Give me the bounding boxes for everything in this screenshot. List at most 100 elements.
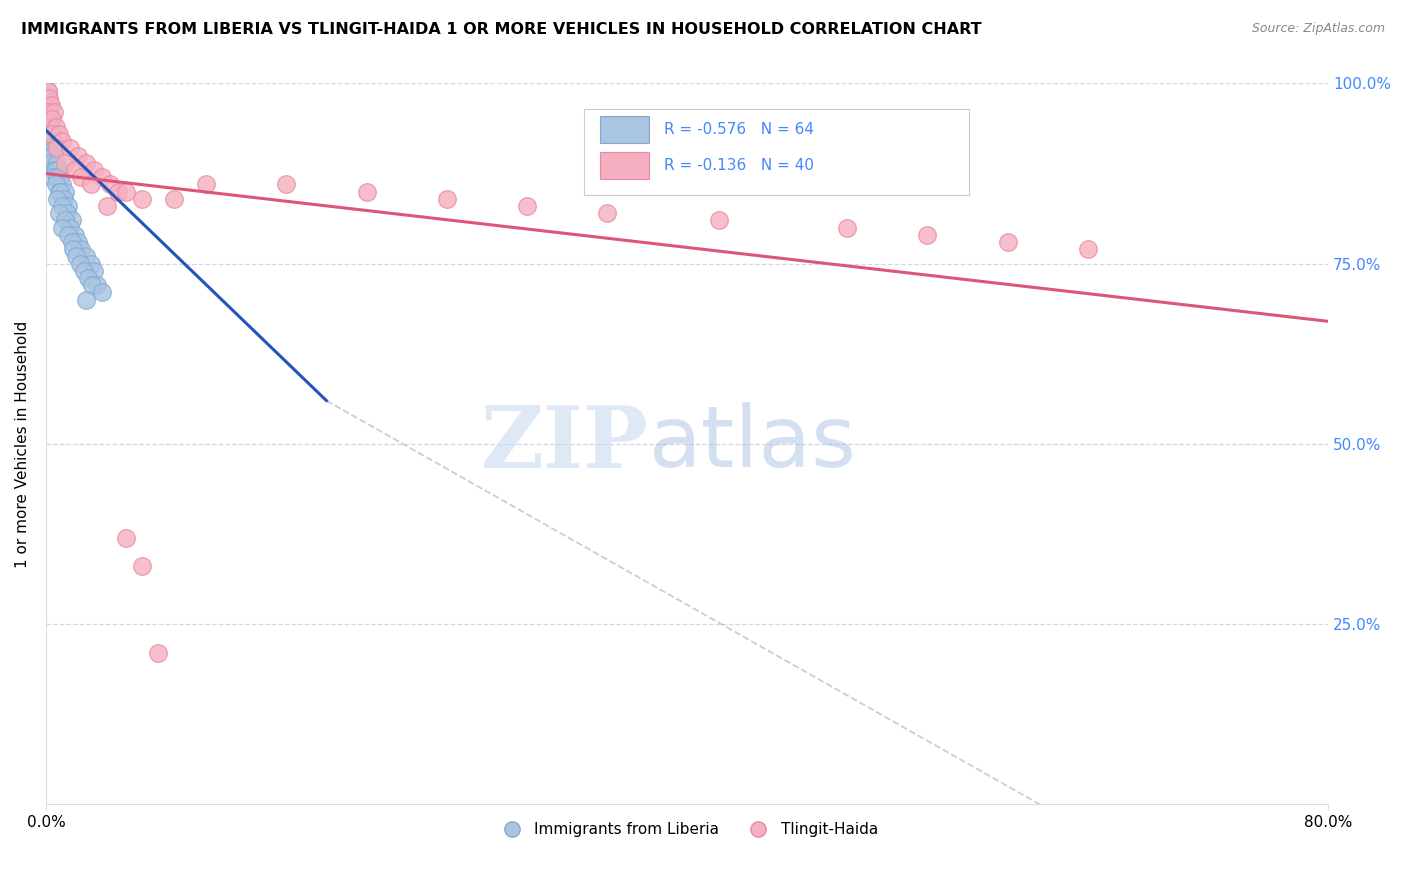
Point xyxy=(63,227,86,242)
Point xyxy=(59,141,82,155)
Text: ZIP: ZIP xyxy=(481,402,648,486)
Point xyxy=(76,271,98,285)
Point xyxy=(997,235,1019,249)
Point xyxy=(53,213,76,227)
Point xyxy=(53,185,76,199)
Point xyxy=(37,84,59,98)
Point xyxy=(131,559,153,574)
Point xyxy=(39,148,62,162)
Point xyxy=(38,91,60,105)
Point xyxy=(276,178,298,192)
Text: Source: ZipAtlas.com: Source: ZipAtlas.com xyxy=(1251,22,1385,36)
Point xyxy=(91,285,114,300)
Point xyxy=(60,235,83,249)
Point xyxy=(51,134,73,148)
Point xyxy=(46,170,69,185)
Point xyxy=(131,192,153,206)
Point xyxy=(70,242,93,256)
Point xyxy=(39,134,62,148)
Point xyxy=(39,98,62,112)
Point xyxy=(41,148,63,162)
Text: atlas: atlas xyxy=(648,402,856,485)
Point xyxy=(80,257,103,271)
Point xyxy=(38,112,60,127)
Point xyxy=(60,213,83,227)
Point xyxy=(51,220,73,235)
Point xyxy=(42,141,65,155)
Point xyxy=(837,220,859,235)
Point xyxy=(66,235,89,249)
Point xyxy=(48,163,70,178)
Point xyxy=(45,120,67,134)
Point xyxy=(39,112,62,127)
Point xyxy=(41,134,63,148)
Point xyxy=(91,170,114,185)
Point xyxy=(39,127,62,141)
Point xyxy=(51,199,73,213)
Point xyxy=(83,163,105,178)
Point xyxy=(37,112,59,127)
Point xyxy=(38,120,60,134)
Point xyxy=(58,227,80,242)
Point xyxy=(63,163,86,178)
Point xyxy=(49,170,72,185)
Point xyxy=(73,264,96,278)
Point xyxy=(70,170,93,185)
Point xyxy=(75,155,97,169)
Point xyxy=(115,185,138,199)
Point xyxy=(75,249,97,263)
Point xyxy=(98,178,121,192)
Point xyxy=(86,278,108,293)
Point xyxy=(45,178,67,192)
Point xyxy=(356,185,378,199)
Y-axis label: 1 or more Vehicles in Household: 1 or more Vehicles in Household xyxy=(15,320,30,567)
Point xyxy=(37,91,59,105)
Point xyxy=(45,155,67,169)
Point xyxy=(38,98,60,112)
Point xyxy=(53,155,76,169)
Point xyxy=(46,192,69,206)
Text: IMMIGRANTS FROM LIBERIA VS TLINGIT-HAIDA 1 OR MORE VEHICLES IN HOUSEHOLD CORRELA: IMMIGRANTS FROM LIBERIA VS TLINGIT-HAIDA… xyxy=(21,22,981,37)
Point xyxy=(48,185,70,199)
Point xyxy=(38,105,60,120)
Point xyxy=(107,185,129,199)
Point xyxy=(37,98,59,112)
Text: R = -0.136   N = 40: R = -0.136 N = 40 xyxy=(664,158,814,173)
Point xyxy=(37,105,59,120)
Point xyxy=(66,148,89,162)
Point xyxy=(45,163,67,178)
Point xyxy=(41,112,63,127)
Point xyxy=(59,220,82,235)
Point xyxy=(163,192,186,206)
Point xyxy=(51,178,73,192)
Point xyxy=(146,646,169,660)
Point xyxy=(48,127,70,141)
Point xyxy=(75,293,97,307)
Legend: Immigrants from Liberia, Tlingit-Haida: Immigrants from Liberia, Tlingit-Haida xyxy=(491,816,884,844)
Point xyxy=(65,249,87,263)
Point xyxy=(46,155,69,169)
Point xyxy=(82,278,104,293)
Point xyxy=(436,192,458,206)
Point xyxy=(56,206,79,220)
Point xyxy=(52,192,75,206)
Point xyxy=(69,257,91,271)
Point xyxy=(49,185,72,199)
FancyBboxPatch shape xyxy=(600,152,648,179)
Point xyxy=(80,178,103,192)
Point xyxy=(42,148,65,162)
Point xyxy=(37,134,59,148)
Point xyxy=(41,170,63,185)
Point xyxy=(39,155,62,169)
Point xyxy=(48,206,70,220)
Point xyxy=(83,264,105,278)
Point xyxy=(62,242,84,256)
Point xyxy=(917,227,939,242)
Point xyxy=(96,199,118,213)
FancyBboxPatch shape xyxy=(600,116,648,144)
Point xyxy=(42,105,65,120)
Point xyxy=(37,105,59,120)
Point xyxy=(516,199,538,213)
Point xyxy=(707,213,730,227)
Point xyxy=(37,120,59,134)
